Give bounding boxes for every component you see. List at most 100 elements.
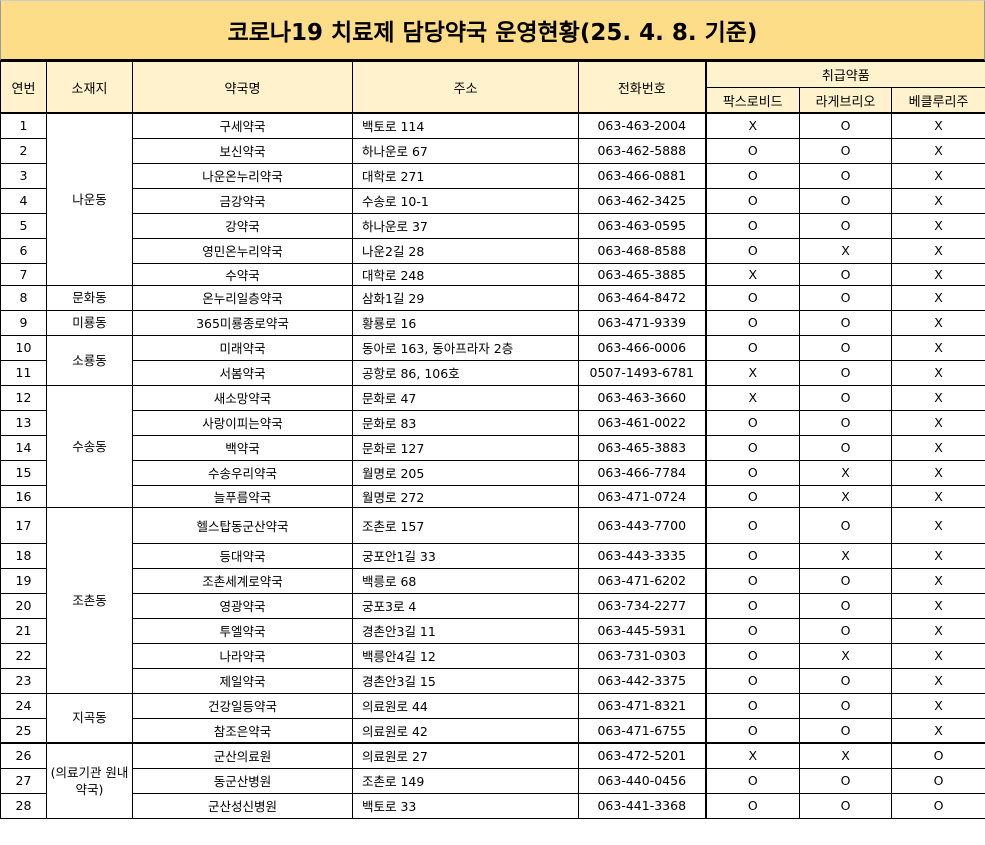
- row-number: 8: [0, 284, 47, 311]
- row-number: 21: [0, 617, 47, 644]
- row-number: 25: [0, 717, 47, 744]
- address-cell: 조촌로 157: [352, 506, 579, 544]
- veklury-availability: X: [890, 237, 985, 264]
- row-number: 17: [0, 506, 47, 544]
- address-cell: 삼화1길 29: [352, 284, 579, 311]
- paxlovid-availability: O: [705, 567, 800, 594]
- lagevrio-availability: O: [799, 284, 892, 311]
- address-cell: 하나운로 67: [352, 137, 579, 164]
- lagevrio-availability: O: [799, 567, 892, 594]
- address-cell: 궁포3로 4: [352, 592, 579, 619]
- pharmacy-name: 투엘약국: [132, 617, 353, 644]
- row-number: 20: [0, 592, 47, 619]
- table-row: 27 동군산병원 조촌로 149 063-440-0456 O O O: [0, 767, 985, 794]
- paxlovid-availability: O: [705, 717, 800, 744]
- phone-cell: 063-466-0006: [578, 334, 707, 361]
- table-row: 2 보신약국 하나운로 67 063-462-5888 O O X: [0, 137, 985, 164]
- paxlovid-availability: O: [705, 309, 800, 336]
- lagevrio-availability: X: [799, 642, 892, 669]
- pharmacy-name: 늘푸름약국: [132, 484, 353, 508]
- paxlovid-availability: X: [705, 112, 800, 139]
- header-district: 소재지: [46, 61, 133, 114]
- phone-cell: 063-466-7784: [578, 459, 707, 486]
- row-number: 27: [0, 767, 47, 794]
- table-row: 15 수송우리약국 월명로 205 063-466-7784 O X X: [0, 459, 985, 486]
- page-title: 코로나19 치료제 담당약국 운영현황(25. 4. 8. 기준): [0, 0, 985, 61]
- veklury-availability: O: [890, 767, 985, 794]
- paxlovid-availability: O: [705, 434, 800, 461]
- veklury-availability: X: [890, 112, 985, 139]
- row-number: 22: [0, 642, 47, 669]
- paxlovid-availability: O: [705, 459, 800, 486]
- paxlovid-availability: X: [705, 262, 800, 286]
- paxlovid-availability: O: [705, 212, 800, 239]
- address-cell: 문화로 47: [352, 384, 579, 411]
- address-cell: 백릉로 68: [352, 567, 579, 594]
- veklury-availability: X: [890, 542, 985, 569]
- row-number: 9: [0, 309, 47, 336]
- paxlovid-availability: O: [705, 237, 800, 264]
- address-cell: 수송로 10-1: [352, 187, 579, 214]
- lagevrio-availability: O: [799, 137, 892, 164]
- lagevrio-availability: O: [799, 262, 892, 286]
- row-number: 24: [0, 692, 47, 719]
- pharmacy-name: 구세약국: [132, 112, 353, 139]
- address-cell: 대학로 248: [352, 262, 579, 286]
- table-row: 14 백약국 문화로 127 063-465-3883 O O X: [0, 434, 985, 461]
- row-number: 11: [0, 359, 47, 386]
- veklury-availability: X: [890, 592, 985, 619]
- veklury-availability: X: [890, 484, 985, 508]
- row-number: 4: [0, 187, 47, 214]
- phone-cell: 063-463-0595: [578, 212, 707, 239]
- phone-cell: 063-466-0881: [578, 162, 707, 189]
- veklury-availability: X: [890, 162, 985, 189]
- phone-cell: 063-461-0022: [578, 409, 707, 436]
- district-cell: 나운동: [46, 112, 133, 286]
- address-cell: 의료원로 27: [352, 742, 579, 769]
- row-number: 2: [0, 137, 47, 164]
- lagevrio-availability: O: [799, 359, 892, 386]
- table-row: 28 군산성신병원 백토로 33 063-441-3368 O O O: [0, 792, 985, 819]
- address-cell: 경촌안3길 15: [352, 667, 579, 694]
- phone-cell: 063-465-3885: [578, 262, 707, 286]
- row-number: 3: [0, 162, 47, 189]
- table-row: 10 소룡동 미래약국 동아로 163, 동아프라자 2층 063-466-0006 O O…: [0, 334, 985, 386]
- paxlovid-availability: O: [705, 162, 800, 189]
- phone-cell: 063-471-8321: [578, 692, 707, 719]
- row-number: 19: [0, 567, 47, 594]
- phone-cell: 063-463-2004: [578, 112, 707, 139]
- header-drug-paxlovid: 팍스로비드: [705, 87, 800, 114]
- veklury-availability: X: [890, 137, 985, 164]
- address-cell: 의료원로 42: [352, 717, 579, 744]
- veklury-availability: X: [890, 359, 985, 386]
- pharmacy-name: 사랑이피는약국: [132, 409, 353, 436]
- lagevrio-availability: O: [799, 409, 892, 436]
- phone-cell: 063-468-8588: [578, 237, 707, 264]
- address-cell: 월명로 272: [352, 484, 579, 508]
- row-number: 10: [0, 334, 47, 361]
- veklury-availability: X: [890, 187, 985, 214]
- veklury-availability: X: [890, 212, 985, 239]
- table-row: 23 제일약국 경촌안3길 15 063-442-3375 O O X: [0, 667, 985, 694]
- row-number: 12: [0, 384, 47, 411]
- phone-cell: 063-471-6202: [578, 567, 707, 594]
- lagevrio-availability: O: [799, 187, 892, 214]
- lagevrio-availability: O: [799, 434, 892, 461]
- veklury-availability: X: [890, 334, 985, 361]
- pharmacy-name: 나운온누리약국: [132, 162, 353, 189]
- phone-cell: 063-734-2277: [578, 592, 707, 619]
- pharmacy-name: 미래약국: [132, 334, 353, 361]
- address-cell: 하나운로 37: [352, 212, 579, 239]
- pharmacy-name: 새소망약국: [132, 384, 353, 411]
- paxlovid-availability: O: [705, 506, 800, 544]
- paxlovid-availability: O: [705, 409, 800, 436]
- address-cell: 동아로 163, 동아프라자 2층: [352, 334, 579, 361]
- address-cell: 문화로 83: [352, 409, 579, 436]
- address-cell: 문화로 127: [352, 434, 579, 461]
- phone-cell: 063-443-3335: [578, 542, 707, 569]
- paxlovid-availability: O: [705, 767, 800, 794]
- paxlovid-availability: O: [705, 792, 800, 819]
- table-row: 8 문화동 온누리일층약국 삼화1길 29 063-464-8472 O O X: [0, 284, 985, 311]
- pharmacy-name: 제일약국: [132, 667, 353, 694]
- header-drugs: 취급약품: [704, 61, 985, 88]
